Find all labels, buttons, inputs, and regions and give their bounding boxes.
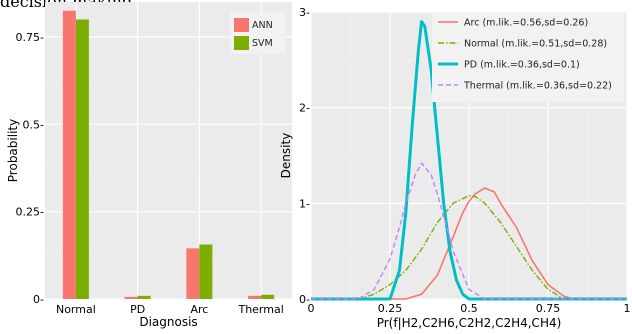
bar-x-tick-label: PD bbox=[130, 303, 145, 316]
density-y-axis-label: Density bbox=[279, 133, 293, 179]
bar-svm-pd bbox=[137, 295, 151, 299]
density-line-arc bbox=[311, 187, 627, 300]
bar-legend-swatch bbox=[234, 36, 249, 50]
density-x-tick-label: 0.75 bbox=[536, 302, 561, 315]
bar-legend-swatch bbox=[234, 18, 249, 32]
bar-x-tick-label: Normal bbox=[56, 303, 96, 316]
density-line-pd bbox=[311, 20, 627, 301]
density-x-tick-label: 0 bbox=[308, 302, 315, 315]
density-x-axis-label: Pr(f|H2,C2H6,C2H2,C2H4,CH4) bbox=[377, 316, 562, 330]
density-legend-label: Thermal (m.lik.=0.36,sd=0.22) bbox=[463, 81, 612, 92]
bar-y-tick-label: 0.75- bbox=[16, 31, 44, 44]
bar-y-tick-label: 0.5- bbox=[23, 118, 44, 131]
bar-legend-label: SVM bbox=[252, 38, 273, 49]
bar-legend-label: ANN bbox=[252, 20, 273, 31]
bar-y-tick-label: 0.25- bbox=[16, 206, 44, 219]
density-y-tick-label: 3- bbox=[299, 6, 310, 19]
bar-svm-thermal bbox=[261, 294, 275, 299]
density-line-thermal bbox=[311, 162, 627, 300]
bar-x-axis-label: Diagnosis bbox=[139, 315, 197, 329]
density-line-normal bbox=[311, 195, 627, 300]
density-legend-label: Normal (m.lik.=0.51,sd=0.28) bbox=[464, 39, 607, 50]
density-legend-label: PD (m.lik.=0.36,sd=0.1) bbox=[464, 60, 580, 71]
density-y-tick-label: 0- bbox=[299, 293, 310, 306]
density-x-tick-label: 0.5 bbox=[460, 302, 478, 315]
density-x-tick-label: 0.25 bbox=[378, 302, 403, 315]
bar-ann-arc bbox=[186, 248, 200, 299]
bar-ann-normal bbox=[62, 10, 76, 300]
bar-y-axis-label: Probability bbox=[6, 119, 20, 182]
bar-x-tick-label: Arc bbox=[190, 303, 208, 316]
density-x-tick-label: 1 bbox=[624, 302, 631, 315]
density-y-tick-label: 2- bbox=[299, 102, 310, 115]
density-y-tick-label: 1- bbox=[299, 197, 310, 210]
bar-svm-arc bbox=[199, 244, 213, 299]
bar-ann-thermal bbox=[248, 295, 262, 299]
density-legend-label: Arc (m.lik.=0.56,sd=0.26) bbox=[464, 18, 588, 29]
bar-svm-normal bbox=[75, 19, 89, 300]
bar-x-tick-label: Thermal bbox=[237, 303, 283, 316]
bar-y-tick-label: 0- bbox=[33, 293, 44, 306]
bar-ann-pd bbox=[124, 296, 138, 299]
density-legend-box bbox=[432, 12, 624, 102]
